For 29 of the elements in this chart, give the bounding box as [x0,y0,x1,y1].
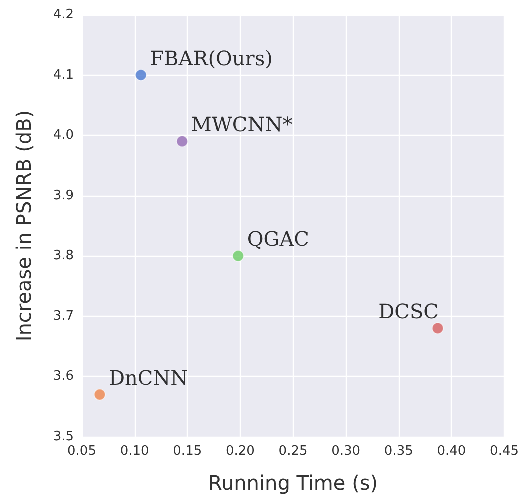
y-axis-title: Increase in PSNRB (dB) [12,110,36,342]
x-tick-label: 0.10 [120,444,150,459]
y-tick-label: 3.9 [53,188,74,204]
x-tick-label: 0.30 [332,444,361,459]
series-label: FBAR(Ours) [150,46,273,70]
y-tick-label: 4.0 [53,128,74,144]
point [176,136,188,148]
point [94,388,106,401]
x-tick-label: 0.25 [278,444,308,459]
point [432,322,444,334]
point [232,250,244,262]
point [135,69,148,82]
series-label: QGAC [247,227,310,252]
x-tick-label: 0.45 [490,444,520,459]
x-tick-label: 0.20 [226,444,255,459]
y-tick-label: 3.6 [53,369,74,384]
y-tick-label: 4.1 [53,68,74,83]
x-tick-label: 0.05 [68,444,96,459]
y-tick-label: 3.8 [53,248,74,264]
series-label: MWCNN* [191,112,293,137]
series-label: DCSC [378,299,439,324]
y-tick-label: 4.2 [53,8,74,22]
x-tick-label: 0.40 [437,444,466,459]
x-axis-title: Running Time (s) [208,471,378,495]
y-tick-label: 3.7 [53,308,74,324]
x-tick-label: 0.35 [384,444,414,459]
series-label: DnCNN [108,366,188,390]
x-tick-label: 0.15 [173,444,202,459]
y-tick-label: 3.5 [53,430,74,444]
